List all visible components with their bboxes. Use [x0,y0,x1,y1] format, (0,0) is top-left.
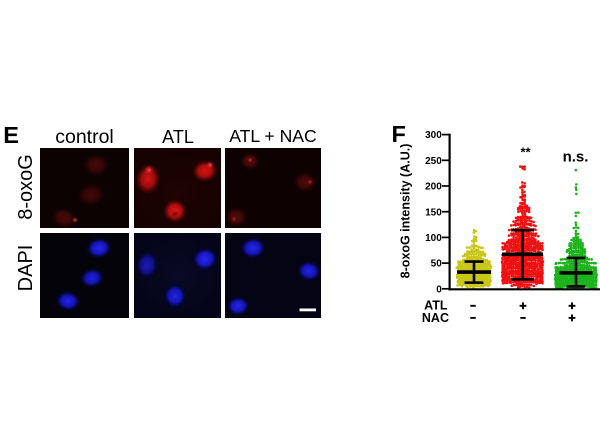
svg-text:**: ** [520,144,531,159]
svg-text:8-oxoG intensity (A.U.): 8-oxoG intensity (A.U.) [398,144,412,279]
svg-text:150: 150 [425,207,442,218]
svg-text:100: 100 [425,233,442,244]
svg-text:250: 250 [425,156,442,167]
svg-text:0: 0 [436,284,442,295]
svg-text:50: 50 [431,259,443,270]
svg-text:300: 300 [425,130,442,141]
svg-text:n.s.: n.s. [563,149,589,166]
svg-text:NAC: NAC [422,311,449,325]
svg-text:200: 200 [425,182,442,193]
svg-text:ATL: ATL [424,299,448,313]
